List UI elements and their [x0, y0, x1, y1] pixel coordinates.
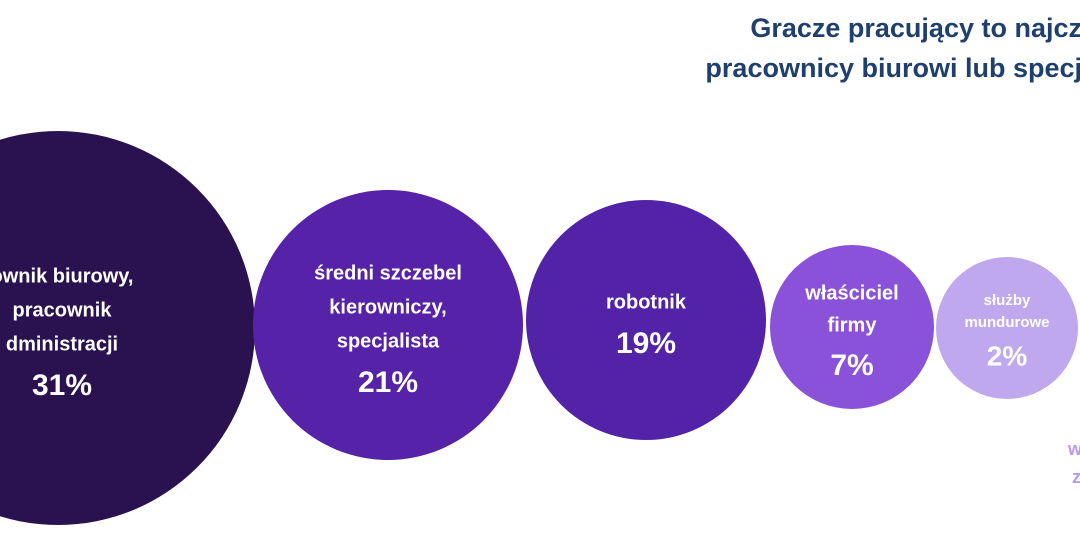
bubble	[0, 131, 255, 525]
bubble	[770, 245, 934, 409]
chart-title: pracownicy biurowi lub specj	[705, 53, 1080, 83]
bubble	[936, 257, 1078, 399]
bubble-label: robotnik	[606, 291, 687, 313]
bubble-label: pracownik	[13, 299, 113, 321]
chart-title: Gracze pracujący to najcz	[750, 13, 1080, 43]
value-label: 31%	[32, 369, 92, 402]
bubble-label: średni szczebel	[314, 262, 462, 284]
annotation: z	[1072, 467, 1080, 487]
bubble	[253, 190, 523, 460]
value-label: 21%	[358, 366, 418, 399]
value-label: 7%	[830, 349, 873, 382]
bubble-label: kierowniczy,	[329, 296, 446, 318]
value-label: 19%	[616, 327, 676, 360]
bubble-label: specjalista	[337, 330, 440, 352]
bubble-label: służby	[984, 292, 1031, 309]
value-label: 2%	[987, 340, 1028, 371]
bubble-label: dministracji	[6, 333, 118, 355]
bubble-label: właściciel	[804, 282, 898, 304]
bubble	[526, 200, 766, 440]
annotation: w	[1067, 439, 1080, 459]
bubble-label: ownik biurowy,	[0, 265, 133, 287]
bubble-label: firmy	[828, 314, 878, 336]
bubble-label: mundurowe	[965, 314, 1050, 331]
